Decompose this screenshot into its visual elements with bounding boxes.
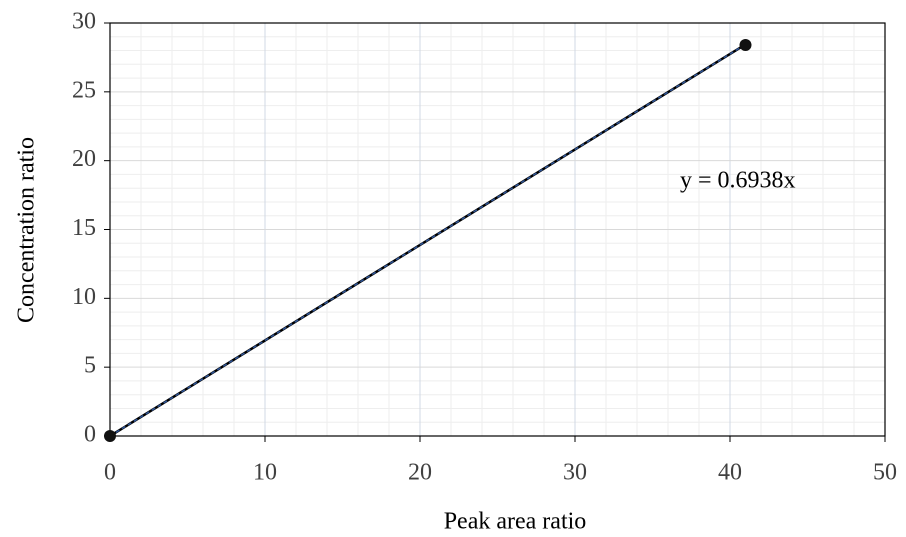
x-tick-label: 50: [873, 460, 897, 486]
y-axis-label: Concentration ratio: [14, 137, 40, 323]
point: [739, 39, 752, 52]
x-tick-label: 30: [563, 460, 587, 486]
y-tick-label: 15: [72, 215, 96, 241]
y-tick-label: 30: [72, 9, 96, 35]
x-tick-label: 40: [718, 460, 742, 486]
y-tick-label: 10: [72, 284, 96, 310]
y-tick-label: 25: [72, 77, 96, 103]
trendline-label: y = 0.6938x: [680, 168, 796, 194]
plot-frame: [109, 22, 886, 437]
x-tick-label: 10: [253, 460, 277, 486]
y-tick-label: 20: [72, 146, 96, 172]
x-tick-label: 0: [104, 460, 116, 486]
trendline: [109, 43, 746, 437]
y-tick-label: 0: [84, 422, 96, 448]
point: [104, 430, 116, 442]
x-axis-label: Peak area ratio: [444, 509, 587, 535]
y-tick-label: 5: [84, 353, 96, 379]
x-tick-label: 20: [408, 460, 432, 486]
